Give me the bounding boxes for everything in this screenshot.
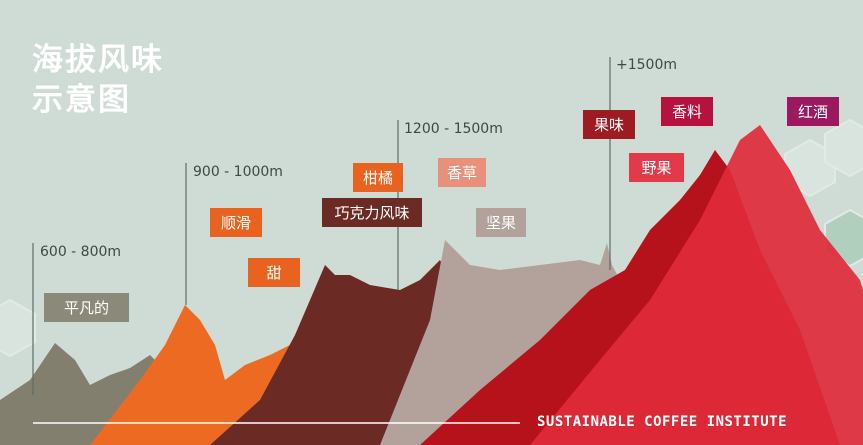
flavor-tag: 香草 bbox=[438, 158, 486, 187]
flavor-tag: 香料 bbox=[661, 97, 713, 126]
flavor-tag: 红酒 bbox=[787, 97, 839, 126]
flavor-tag: 果味 bbox=[583, 110, 635, 139]
altitude-label: 900 - 1000m bbox=[193, 164, 283, 180]
flavor-tag: 野果 bbox=[629, 153, 684, 182]
flavor-tag: 平凡的 bbox=[44, 293, 129, 322]
flavor-tag: 坚果 bbox=[476, 208, 526, 237]
altitude-label: 1200 - 1500m bbox=[404, 121, 503, 137]
altitude-label: 600 - 800m bbox=[40, 244, 122, 260]
flavor-tag: 柑橘 bbox=[353, 163, 403, 192]
title-line: 示意图 bbox=[32, 82, 131, 118]
mountain-red bbox=[530, 125, 863, 445]
altitude-label: +1500m bbox=[616, 57, 677, 73]
hexagon bbox=[824, 118, 863, 178]
hexagon bbox=[0, 298, 36, 358]
flavor-tag: 甜 bbox=[248, 258, 300, 287]
title-line: 海拔风味 bbox=[32, 42, 164, 78]
flavor-tag: 巧克力风味 bbox=[322, 198, 422, 227]
footer: SUSTAINABLE COFFEE INSTITUTE bbox=[537, 414, 788, 430]
flavor-tag: 顺滑 bbox=[210, 208, 262, 237]
